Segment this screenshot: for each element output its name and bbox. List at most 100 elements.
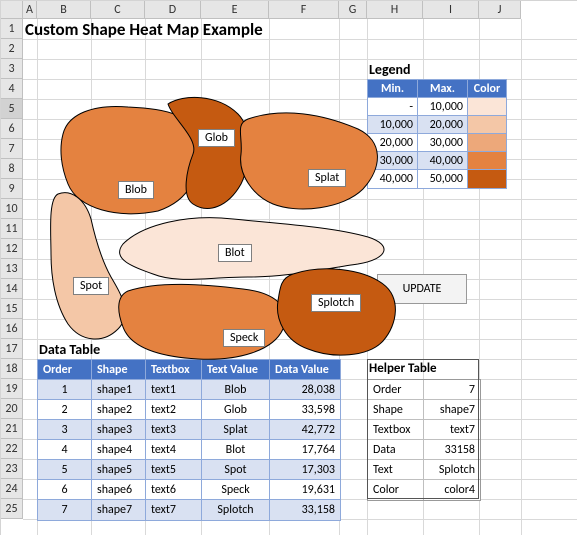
data-table-cell[interactable]: text2: [146, 400, 202, 420]
row-header-9[interactable]: 9: [1, 179, 23, 199]
helper-key[interactable]: Textbox: [368, 420, 424, 440]
row-header-4[interactable]: 4: [1, 79, 23, 99]
row-header-11[interactable]: 11: [1, 219, 23, 239]
data-table-cell[interactable]: 42,772: [270, 420, 340, 440]
col-header-J[interactable]: J: [479, 1, 521, 19]
data-table-cell[interactable]: 28,038: [270, 380, 340, 400]
row-header-6[interactable]: 6: [1, 119, 23, 139]
column-headers: ABCDEFGHIJ: [23, 1, 521, 19]
row-header-23[interactable]: 23: [1, 459, 23, 479]
helper-value[interactable]: text7: [424, 420, 480, 440]
helper-key[interactable]: Data: [368, 440, 424, 460]
data-table-cell[interactable]: text6: [146, 480, 202, 500]
data-table-cell[interactable]: text4: [146, 440, 202, 460]
row-header-24[interactable]: 24: [1, 479, 23, 499]
helper-value[interactable]: color4: [424, 480, 480, 500]
data-table-cell[interactable]: 17,303: [270, 460, 340, 480]
data-table-cell[interactable]: Spot: [202, 460, 270, 480]
shape-label-blot[interactable]: Blot: [218, 244, 252, 262]
data-table-cell[interactable]: text1: [146, 380, 202, 400]
col-header-G[interactable]: G: [339, 1, 367, 19]
data-table-cell[interactable]: shape5: [92, 460, 146, 480]
data-table-cell[interactable]: shape1: [92, 380, 146, 400]
col-header-C[interactable]: C: [91, 1, 145, 19]
data-table-cell[interactable]: shape2: [92, 400, 146, 420]
data-table-cell[interactable]: text3: [146, 420, 202, 440]
data-table-cell[interactable]: 3: [38, 420, 92, 440]
row-header-5[interactable]: 5: [1, 99, 23, 119]
row-header-14[interactable]: 14: [1, 279, 23, 299]
col-header-A[interactable]: A: [23, 1, 37, 19]
data-table-cell[interactable]: 5: [38, 460, 92, 480]
shape-splat[interactable]: [240, 113, 377, 209]
data-table-cell[interactable]: 7: [38, 500, 92, 520]
data-table: OrderShapeTextboxText ValueData Value1sh…: [37, 359, 341, 521]
data-table-cell[interactable]: 33,598: [270, 400, 340, 420]
data-table-cell[interactable]: text7: [146, 500, 202, 520]
shape-label-speck[interactable]: Speck: [223, 329, 265, 347]
row-header-17[interactable]: 17: [1, 339, 23, 359]
data-table-cell[interactable]: shape3: [92, 420, 146, 440]
shape-label-blob[interactable]: Blob: [118, 181, 154, 199]
row-header-13[interactable]: 13: [1, 259, 23, 279]
col-header-I[interactable]: I: [423, 1, 479, 19]
row-header-1[interactable]: 1: [1, 19, 23, 39]
helper-key[interactable]: Shape: [368, 400, 424, 420]
row-header-22[interactable]: 22: [1, 439, 23, 459]
data-table-cell[interactable]: text5: [146, 460, 202, 480]
data-table-cell[interactable]: shape6: [92, 480, 146, 500]
data-table-cell[interactable]: Blob: [202, 380, 270, 400]
legend-max: 50,000: [418, 170, 468, 188]
row-header-7[interactable]: 7: [1, 139, 23, 159]
data-table-cell[interactable]: 1: [38, 380, 92, 400]
helper-value[interactable]: shape7: [424, 400, 480, 420]
helper-key[interactable]: Color: [368, 480, 424, 500]
helper-key[interactable]: Text: [368, 460, 424, 480]
col-header-D[interactable]: D: [145, 1, 201, 19]
helper-key[interactable]: Order: [368, 380, 424, 400]
data-table-cell[interactable]: Glob: [202, 400, 270, 420]
row-header-12[interactable]: 12: [1, 239, 23, 259]
data-table-cell[interactable]: Blot: [202, 440, 270, 460]
heatmap-shapes: Blob Glob Splat Blot Spot Speck Splotch: [23, 59, 403, 369]
row-header-21[interactable]: 21: [1, 419, 23, 439]
data-table-cell[interactable]: 33,158: [270, 500, 340, 520]
col-header-H[interactable]: H: [367, 1, 423, 19]
helper-value[interactable]: Splotch: [424, 460, 480, 480]
data-table-cell[interactable]: 17,764: [270, 440, 340, 460]
data-table-cell[interactable]: shape7: [92, 500, 146, 520]
row-header-3[interactable]: 3: [1, 59, 23, 79]
data-table-cell[interactable]: shape4: [92, 440, 146, 460]
helper-value[interactable]: 7: [424, 380, 480, 400]
col-header-F[interactable]: F: [269, 1, 339, 19]
shape-spot[interactable]: [51, 193, 125, 339]
row-header-10[interactable]: 10: [1, 199, 23, 219]
row-header-2[interactable]: 2: [1, 39, 23, 59]
select-all-corner[interactable]: [1, 1, 23, 19]
shape-label-splat[interactable]: Splat: [308, 169, 346, 187]
shape-label-glob[interactable]: Glob: [198, 129, 235, 147]
helper-value[interactable]: 33158: [424, 440, 480, 460]
row-header-8[interactable]: 8: [1, 159, 23, 179]
cells-area: Custom Shape Heat Map ExampleLegendMin.M…: [23, 19, 577, 535]
legend-color-swatch: [468, 134, 506, 152]
data-table-cell[interactable]: Splotch: [202, 500, 270, 520]
data-table-cell[interactable]: 19,631: [270, 480, 340, 500]
row-header-19[interactable]: 19: [1, 379, 23, 399]
col-header-B[interactable]: B: [37, 1, 91, 19]
data-table-cell[interactable]: 6: [38, 480, 92, 500]
col-header-E[interactable]: E: [201, 1, 269, 19]
row-header-16[interactable]: 16: [1, 319, 23, 339]
row-header-15[interactable]: 15: [1, 299, 23, 319]
shape-label-splotch[interactable]: Splotch: [311, 294, 361, 312]
shape-speck[interactable]: [119, 284, 286, 359]
data-table-cell[interactable]: 4: [38, 440, 92, 460]
data-table-cell[interactable]: Splat: [202, 420, 270, 440]
data-table-cell[interactable]: Speck: [202, 480, 270, 500]
row-header-20[interactable]: 20: [1, 399, 23, 419]
row-header-18[interactable]: 18: [1, 359, 23, 379]
legend-max: 40,000: [418, 152, 468, 170]
row-header-25[interactable]: 25: [1, 499, 23, 519]
shape-label-spot[interactable]: Spot: [73, 277, 109, 295]
data-table-cell[interactable]: 2: [38, 400, 92, 420]
